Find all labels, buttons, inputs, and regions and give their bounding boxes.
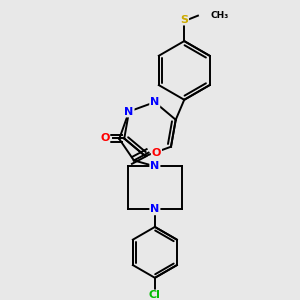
Text: S: S bbox=[180, 15, 188, 25]
Text: Cl: Cl bbox=[149, 290, 161, 300]
Text: N: N bbox=[150, 161, 160, 171]
Text: N: N bbox=[150, 97, 159, 107]
Text: CH₃: CH₃ bbox=[211, 11, 229, 20]
Text: N: N bbox=[124, 106, 134, 116]
Text: O: O bbox=[100, 134, 110, 143]
Text: O: O bbox=[152, 148, 161, 158]
Text: N: N bbox=[150, 204, 160, 214]
